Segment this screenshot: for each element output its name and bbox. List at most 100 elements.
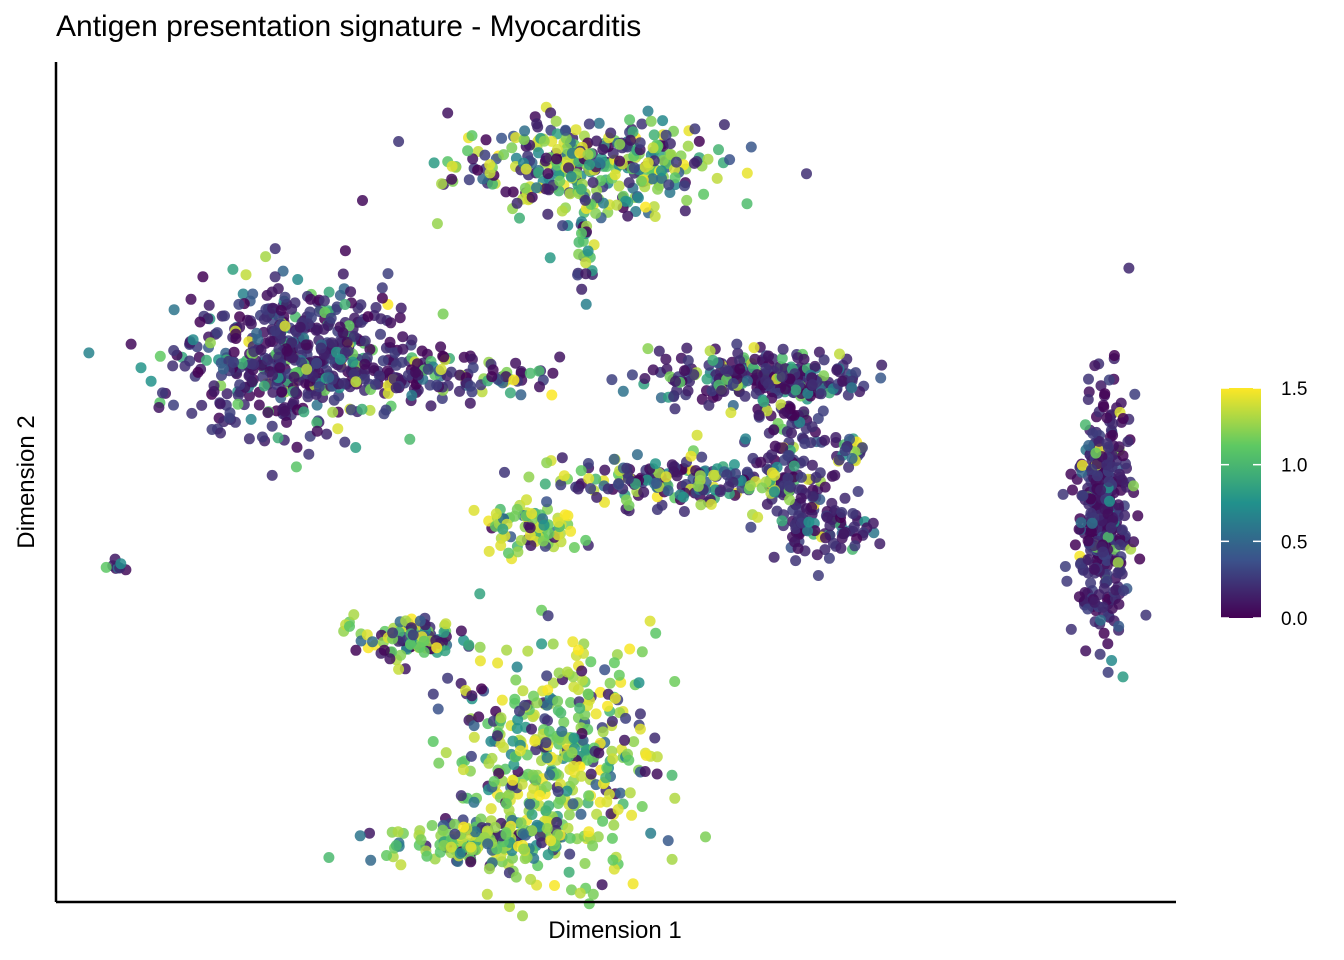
scatter-point	[427, 688, 439, 700]
scatter-point	[1079, 419, 1091, 431]
scatter-point	[542, 715, 553, 727]
scatter-point	[631, 449, 643, 461]
scatter-point	[566, 747, 578, 759]
scatter-point	[168, 345, 180, 356]
scatter-point	[555, 479, 567, 491]
scatter-point	[264, 336, 276, 347]
scatter-point	[582, 688, 594, 700]
scatter-point	[436, 393, 448, 404]
scatter-point	[573, 236, 585, 248]
scatter-point	[369, 378, 381, 390]
scatter-point	[1085, 577, 1097, 589]
scatter-point	[1069, 539, 1081, 551]
scatter-point	[232, 389, 244, 401]
scatter-point	[1083, 373, 1094, 385]
scatter-point	[404, 433, 416, 445]
scatter-point	[745, 141, 757, 153]
scatter-point	[724, 154, 736, 166]
scatter-point	[455, 625, 467, 637]
scatter-point	[554, 351, 566, 363]
scatter-point	[276, 386, 288, 398]
scatter-point	[572, 483, 584, 495]
scatter-point	[823, 552, 835, 564]
scatter-point	[640, 201, 651, 213]
scatter-point	[664, 138, 676, 150]
scatter-point	[688, 369, 700, 381]
scatter-point	[211, 327, 223, 339]
scatter-point	[727, 476, 739, 488]
scatter-point	[552, 695, 564, 707]
scatter-point	[574, 147, 586, 159]
scatter-point	[565, 697, 577, 708]
scatter-point	[1104, 495, 1115, 507]
scatter-point	[464, 397, 476, 409]
scatter-point	[337, 268, 349, 280]
scatter-point	[196, 399, 208, 411]
scatter-point	[1117, 450, 1129, 462]
scatter-point	[277, 265, 289, 277]
scatter-point	[350, 376, 362, 388]
scatter-point	[356, 403, 368, 415]
scatter-point	[179, 360, 191, 372]
scatter-point	[574, 887, 586, 899]
scatter-point	[608, 657, 620, 669]
scatter-point	[525, 873, 537, 885]
scatter-point	[778, 407, 790, 419]
scatter-point	[666, 459, 678, 471]
scatter-point	[579, 194, 591, 206]
scatter-point	[440, 747, 452, 759]
scatter-point	[567, 636, 579, 648]
scatter-point	[407, 629, 419, 641]
scatter-point	[574, 702, 586, 714]
scatter-point	[445, 366, 457, 378]
scatter-point	[446, 160, 458, 172]
scatter-point	[821, 512, 833, 523]
scatter-point	[288, 371, 300, 383]
scatter-point	[734, 355, 746, 367]
scatter-point	[541, 457, 553, 469]
scatter-point	[807, 379, 818, 391]
scatter-point	[506, 142, 518, 154]
scatter-point	[525, 540, 537, 551]
scatter-point	[468, 720, 480, 732]
scatter-point	[440, 618, 452, 630]
scatter-point	[307, 371, 319, 382]
scatter-point	[776, 515, 788, 527]
scatter-point	[427, 736, 439, 747]
scatter-point	[253, 399, 265, 411]
scatter-point	[544, 252, 556, 264]
scatter-point	[1082, 603, 1094, 615]
scatter-point	[236, 358, 248, 370]
scatter-point	[846, 453, 858, 464]
scatter-point	[431, 379, 443, 391]
scatter-point	[564, 832, 576, 844]
scatter-point	[1059, 561, 1071, 572]
scatter-point	[153, 402, 165, 413]
scatter-point	[1119, 510, 1131, 522]
scatter-point	[474, 641, 486, 653]
scatter-point	[596, 879, 608, 891]
scatter-point	[364, 343, 376, 355]
scatter-point	[628, 736, 640, 748]
scatter-point	[585, 483, 597, 495]
scatter-point	[381, 850, 392, 861]
scatter-point	[334, 353, 346, 365]
scatter-point	[345, 286, 357, 298]
scatter-point	[847, 508, 859, 519]
scatter-point	[524, 798, 536, 810]
scatter-point	[510, 357, 522, 369]
scatter-point	[512, 546, 524, 558]
scatter-point	[100, 561, 112, 573]
scatter-point	[744, 480, 756, 492]
scatter-point	[281, 416, 293, 428]
scatter-point	[657, 115, 669, 127]
scatter-point	[496, 132, 508, 144]
scatter-point	[613, 180, 625, 192]
scatter-point	[515, 535, 527, 546]
scatter-point	[662, 835, 674, 847]
scatter-point	[468, 504, 480, 516]
scatter-point	[597, 144, 609, 155]
scatter-point	[269, 243, 281, 255]
scatter-point	[784, 494, 795, 506]
